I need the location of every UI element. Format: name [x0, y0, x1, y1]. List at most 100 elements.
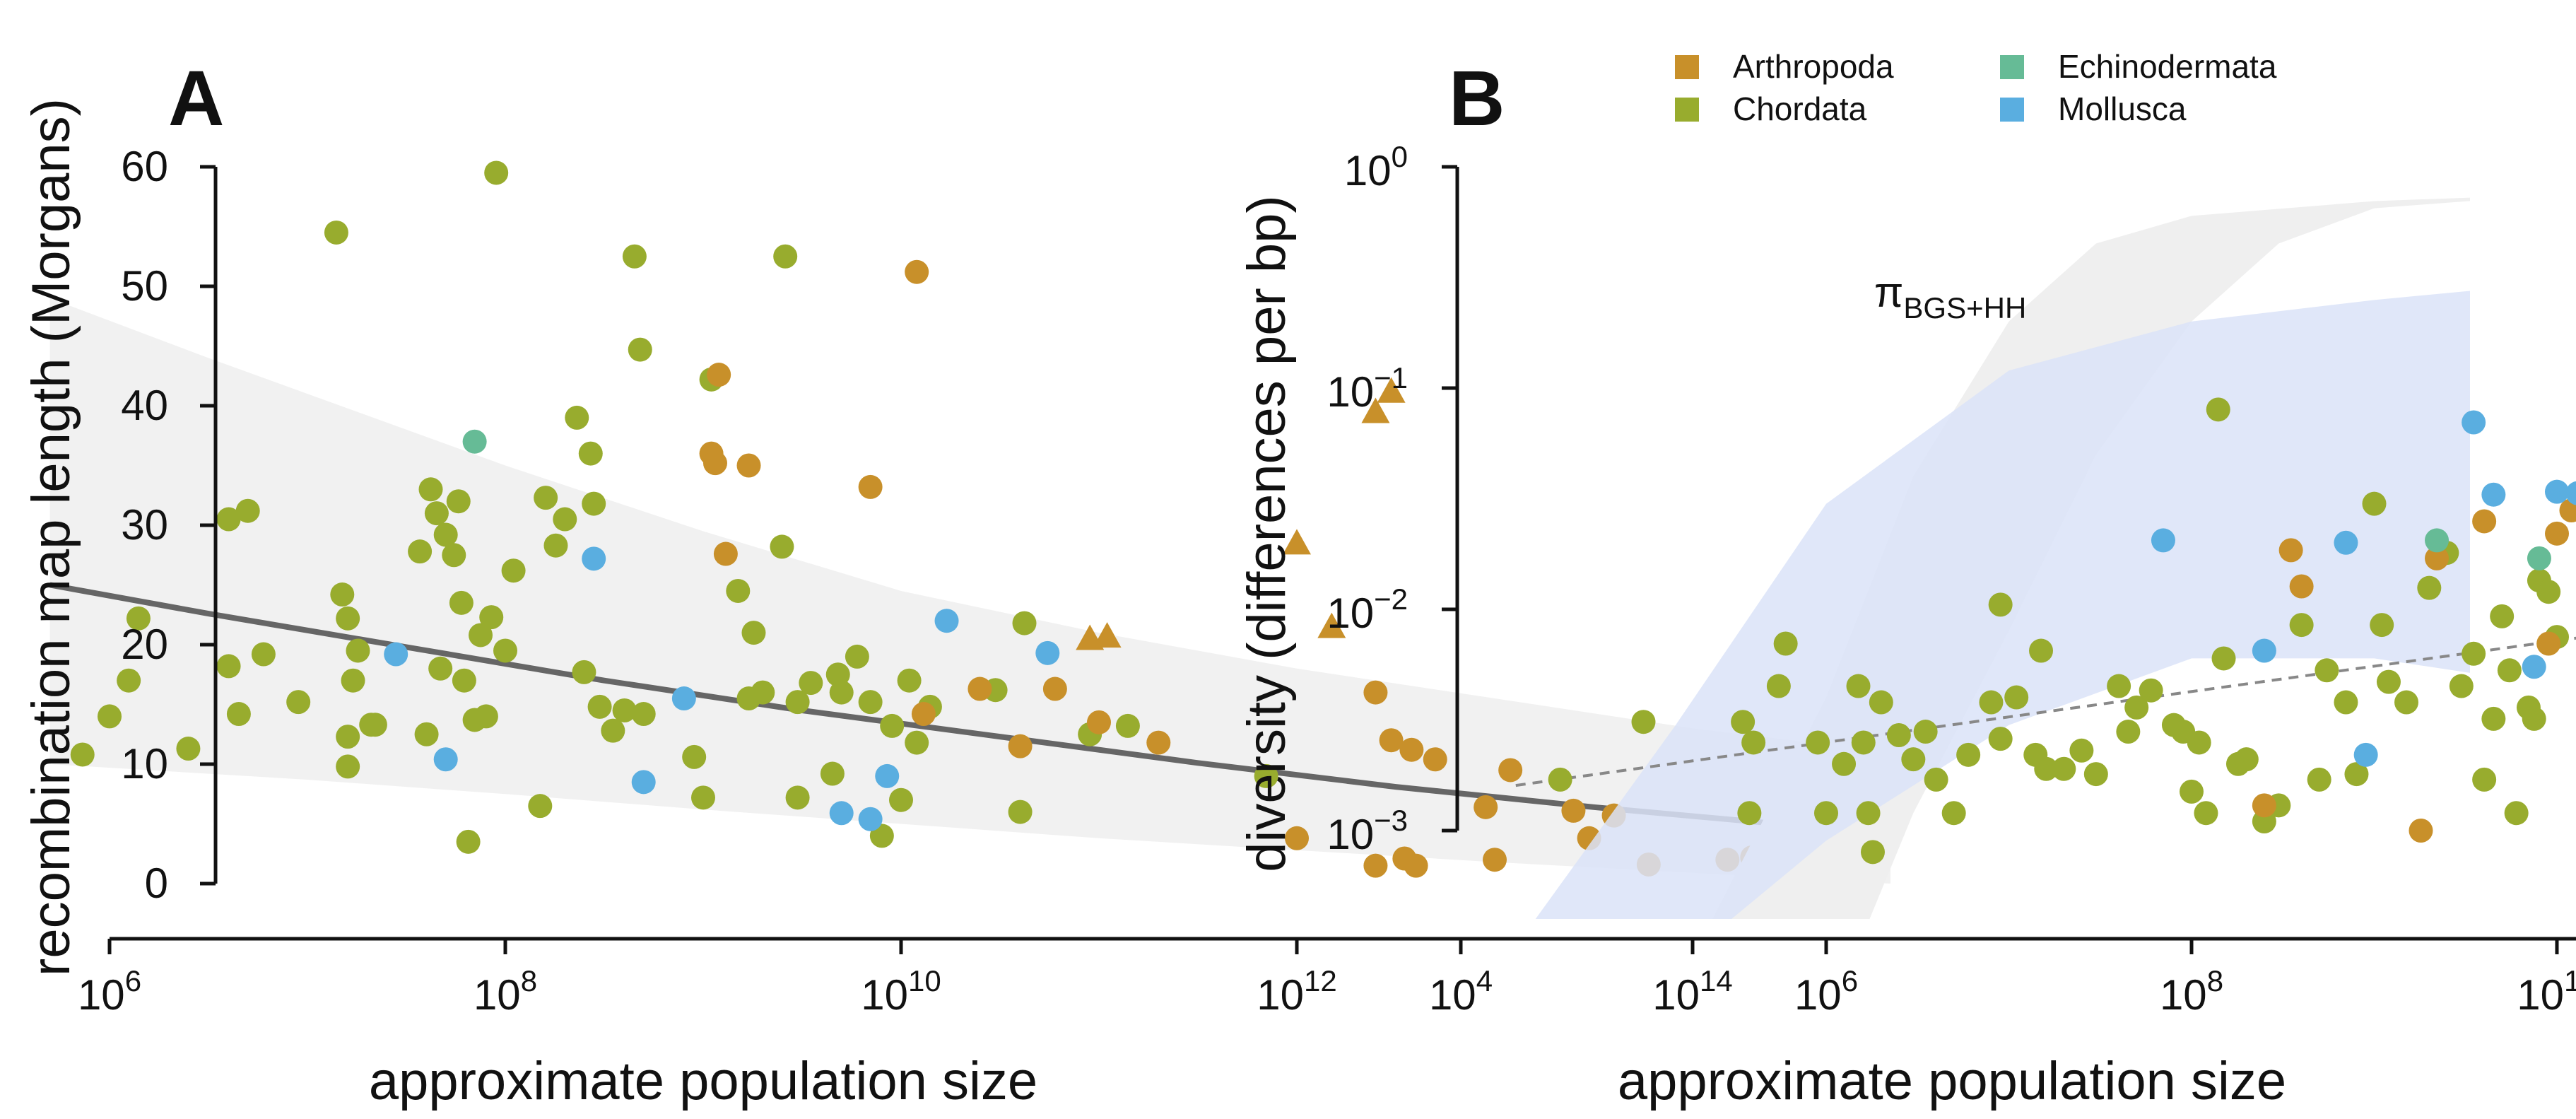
- panel-b-point-mollusca: [2462, 410, 2486, 435]
- panel-a-point-chordata: [336, 725, 360, 749]
- panel-b-point-arthropoda: [2545, 521, 2569, 546]
- panel-a-point-chordata: [70, 742, 95, 767]
- panel-a-point-chordata: [117, 668, 141, 693]
- panel-a-point-chordata: [418, 477, 443, 502]
- panel-a-point-arthropoda-triangle: [1377, 377, 1406, 403]
- panel-b-point-chordata: [1856, 801, 1881, 826]
- panel-b-point-chordata: [1737, 801, 1762, 826]
- panel-a-point-arthropoda-triangle: [1361, 397, 1390, 423]
- panel-a-point-chordata: [449, 590, 474, 615]
- panel-a-point-arthropoda: [713, 541, 738, 566]
- panel-b-point-chordata: [1741, 730, 1766, 755]
- panel-b-point-chordata: [2034, 756, 2059, 781]
- panel-b-point-chordata: [2315, 658, 2339, 683]
- panel-a-confidence-band: [49, 298, 1891, 884]
- panel-a-point-arthropoda: [702, 451, 727, 476]
- panel-a: 0 10 20 30 40 50 60 106 108 1010 1012 1014 A approx…: [21, 55, 1891, 1111]
- panel-a-x-tick-label: 1012: [1257, 964, 1336, 1019]
- legend-swatch-mollusca: [2000, 98, 2024, 122]
- panel-a-point-arthropoda: [1561, 798, 1586, 823]
- legend-label-chordata: Chordata: [1733, 90, 1867, 127]
- panel-a-point-chordata: [456, 829, 481, 854]
- panel-a-y-axis-title: recombination map length (Morgans): [21, 98, 81, 976]
- panel-b-point-chordata: [2334, 690, 2358, 715]
- panel-b-point-chordata: [2234, 747, 2259, 772]
- panel-b-point-chordata: [2394, 690, 2419, 715]
- panel-a-point-chordata: [897, 668, 922, 693]
- panel-a-point-echinodermata: [462, 429, 487, 454]
- panel-b-point-chordata: [2449, 674, 2474, 698]
- legend-label-arthropoda: Arthropoda: [1733, 48, 1894, 85]
- panel-a-point-chordata: [363, 713, 387, 737]
- panel-b-x-axis-title: approximate population size: [1618, 1051, 2286, 1111]
- panel-a-point-chordata: [341, 668, 365, 693]
- panel-a-point-chordata: [622, 244, 647, 269]
- panel-b-point-chordata: [2497, 658, 2522, 683]
- panel-a-point-chordata: [601, 718, 625, 743]
- panel-a-point-arthropoda: [707, 363, 731, 387]
- panel-b-point-chordata: [2180, 779, 2204, 804]
- panel-a-point-chordata: [905, 730, 929, 755]
- panel-b-point-chordata: [1924, 767, 1948, 792]
- panel-b-point-chordata: [2481, 706, 2506, 731]
- panel-a-point-arthropoda: [1379, 728, 1404, 753]
- panel-b-point-chordata: [1886, 722, 1911, 747]
- panel-a-point-chordata: [587, 694, 612, 719]
- panel-b-point-arthropoda: [2559, 498, 2576, 523]
- panel-a-point-chordata: [479, 605, 504, 630]
- panel-b-point-arthropoda: [2278, 538, 2303, 563]
- panel-a-point-chordata: [176, 737, 201, 761]
- panel-a-point-chordata: [691, 785, 715, 810]
- panel-b-point-chordata: [1806, 730, 1830, 755]
- panel-b-point-chordata: [2107, 674, 2131, 698]
- panel-a-point-arthropoda-triangle: [1317, 612, 1346, 638]
- panel-a-point-chordata: [336, 754, 360, 779]
- panel-b-point-chordata: [2472, 767, 2497, 792]
- panel-b-point-chordata: [2116, 720, 2141, 744]
- panel-a-point-arthropoda: [858, 474, 883, 499]
- panel-a-point-chordata: [330, 582, 355, 607]
- panel-b-x-tick-label: 1010: [2517, 964, 2576, 1019]
- panel-a-point-chordata: [773, 244, 798, 269]
- panel-b-point-chordata: [2504, 801, 2529, 826]
- panel-a-point-chordata: [442, 543, 466, 568]
- panel-a-x-tick-label: 106: [78, 964, 141, 1019]
- panel-a-x-tick-label: 1014: [1652, 964, 1732, 1019]
- panel-b-point-arthropoda: [2252, 793, 2276, 818]
- panel-a-point-chordata: [286, 690, 311, 715]
- panel-a-point-chordata: [726, 578, 751, 603]
- panel-a-point-mollusca: [858, 807, 883, 831]
- panel-a-point-arthropoda: [1285, 826, 1309, 850]
- panel-a-point-chordata: [424, 501, 449, 526]
- panel-b-point-chordata: [2206, 397, 2230, 422]
- panel-a-y-tick-label: 0: [145, 860, 168, 907]
- panel-a-point-chordata: [452, 668, 476, 693]
- panel-a-point-arthropoda: [1008, 734, 1033, 758]
- panel-a-point-chordata: [631, 702, 656, 727]
- panel-a-x-tick-label: 1010: [861, 964, 941, 1019]
- panel-b-point-arthropoda: [2289, 574, 2314, 599]
- panel-a-point-arthropoda: [1363, 680, 1388, 705]
- panel-a-point-chordata: [98, 704, 122, 729]
- panel-a-point-chordata: [785, 785, 810, 810]
- panel-a-point-chordata: [785, 690, 810, 715]
- panel-a-point-chordata: [682, 744, 707, 769]
- panel-a-point-chordata: [565, 405, 589, 430]
- panel-b-point-mollusca: [2252, 638, 2276, 663]
- panel-b-point-arthropoda: [2409, 819, 2433, 843]
- panel-a-point-chordata: [578, 441, 603, 466]
- panel-b-point-chordata: [1941, 801, 1966, 826]
- panel-a-point-mollusca: [384, 642, 408, 667]
- panel-b-point-chordata: [1869, 690, 1893, 715]
- panel-a-point-chordata: [469, 623, 493, 648]
- panel-a-point-arthropoda: [1146, 730, 1171, 755]
- panel-a-point-chordata: [235, 498, 260, 523]
- panel-a-point-arthropoda: [1474, 795, 1498, 819]
- legend-swatch-arthropoda: [1675, 55, 1699, 79]
- panel-a-point-chordata: [858, 690, 883, 715]
- panel-b: 10−3 10−2 10−1 100 104 106 108 1010 1012 1014 B π…: [1237, 48, 2576, 1111]
- panel-a-point-arthropoda: [968, 676, 992, 701]
- panel-a-point-chordata: [474, 704, 498, 729]
- panel-a-point-chordata: [216, 507, 241, 532]
